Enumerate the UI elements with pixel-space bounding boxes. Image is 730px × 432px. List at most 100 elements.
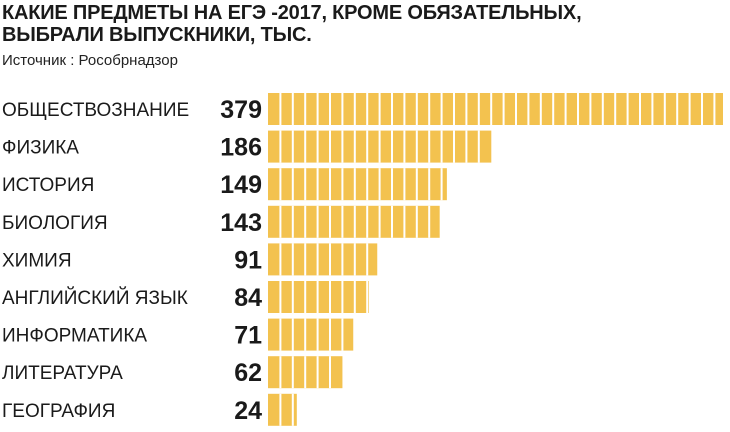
bar-segment-divider (341, 93, 344, 125)
data-label: 186 (220, 134, 262, 162)
bar-segment-divider (428, 130, 431, 163)
bar-segment-divider (713, 93, 716, 125)
category-label: ХИМИЯ (2, 250, 72, 271)
bar-segment-divider (477, 93, 480, 125)
bar-segment-divider (304, 168, 307, 201)
bar-segment-divider (465, 130, 468, 163)
bar-segment-divider (353, 168, 356, 201)
bar-segment-divider (291, 205, 294, 238)
bar-segment-divider (465, 93, 468, 125)
bar-segment-divider (415, 130, 418, 163)
chart-source: Источник : Рособрнадзор (2, 52, 178, 69)
bar-segment-divider (440, 168, 443, 201)
bar-segment-divider (564, 93, 567, 125)
category-label: ЛИТЕРАТУРА (2, 363, 123, 384)
bar-segment-divider (688, 93, 691, 125)
bar-segment-divider (304, 130, 307, 163)
chart-title: КАКИЕ ПРЕДМЕТЫ НА ЕГЭ -2017, КРОМЕ ОБЯЗА… (2, 2, 722, 46)
bar-segment-divider (353, 281, 356, 313)
bar-segment-divider (415, 168, 418, 201)
bar-segment-divider (291, 168, 294, 201)
bar-segment-divider (353, 130, 356, 163)
bar-segment-divider (415, 205, 418, 238)
bar-segment-divider (279, 205, 282, 238)
bar-segment-divider (316, 281, 319, 313)
bar-segment-divider (291, 281, 294, 313)
bar-segment-divider (515, 93, 517, 125)
bar-segment-divider (403, 93, 406, 125)
bar (268, 130, 492, 163)
bar-segment-divider (366, 130, 369, 163)
bar-segment-divider (329, 318, 331, 351)
chart-title-line-1: КАКИЕ ПРЕДМЕТЫ НА ЕГЭ -2017, КРОМЕ ОБЯЗА… (2, 2, 582, 24)
bar-segment-divider (291, 318, 294, 351)
bar-segment-divider (391, 93, 393, 125)
bar-segment-divider (577, 93, 579, 125)
bar-segment-divider (453, 130, 455, 163)
bar-segment-divider (701, 93, 703, 125)
bar-segment-divider (316, 205, 319, 238)
data-label: 84 (234, 284, 262, 312)
bar-fill (268, 243, 378, 276)
bar (268, 356, 343, 389)
bar-segment-divider (440, 93, 443, 125)
bar-segment-divider (428, 93, 431, 125)
bar-segment-divider (353, 205, 356, 238)
bar-segment-divider (304, 356, 307, 389)
bar-segment-divider (291, 243, 294, 276)
data-label: 91 (234, 246, 262, 274)
bar-segment-divider (403, 168, 406, 201)
bar-segment-divider (341, 205, 344, 238)
category-label: ИСТОРИЯ (2, 175, 94, 196)
data-label: 149 (220, 171, 262, 199)
bar-segment-divider (279, 393, 282, 426)
bar-segment-divider (304, 281, 307, 313)
category-label: БИОЛОГИЯ (2, 213, 108, 234)
bar-segment-divider (601, 93, 604, 125)
bar-segment-divider (291, 393, 294, 426)
bar-segment-divider (291, 356, 294, 389)
bar-fill (268, 93, 723, 125)
bar-segment-divider (304, 318, 307, 351)
bar (268, 168, 447, 201)
bar-segment-divider (316, 168, 319, 201)
bar-segment-divider (279, 130, 282, 163)
data-label: 62 (234, 359, 262, 387)
bar-segment-divider (415, 93, 418, 125)
bar (268, 281, 369, 313)
bar-segment-divider (366, 243, 369, 276)
bar-segment-divider (639, 93, 641, 125)
bar-segment-divider (329, 93, 331, 125)
bar-segment-divider (663, 93, 666, 125)
bar-segment-divider (366, 205, 369, 238)
bar (268, 243, 378, 276)
bar-segment-divider (378, 130, 381, 163)
category-label: ОБЩЕСТВОЗНАНИЕ (2, 100, 189, 121)
bar-segment-divider (477, 130, 480, 163)
bar-segment-divider (391, 130, 393, 163)
data-label: 24 (234, 397, 262, 425)
data-label: 143 (220, 209, 262, 237)
bar-segment-divider (329, 130, 331, 163)
bar-segment-divider (316, 130, 319, 163)
bar (268, 318, 354, 351)
bar-segment-divider (453, 93, 455, 125)
bar-segment-divider (539, 93, 542, 125)
bar-segment-divider (279, 318, 282, 351)
bar-segment-divider (378, 93, 381, 125)
data-label: 71 (234, 322, 262, 350)
bar-segment-divider (353, 243, 356, 276)
bar-segment-divider (527, 93, 530, 125)
chart-title-line-2: ВЫБРАЛИ ВЫПУСКНИКИ, ТЫС. (2, 24, 312, 46)
bar-segment-divider (279, 168, 282, 201)
bar-segment-divider (676, 93, 679, 125)
bar-segment-divider (291, 130, 294, 163)
bar-segment-divider (378, 168, 381, 201)
bar-segment-divider (341, 130, 344, 163)
bar-segment-divider (341, 243, 344, 276)
bar-segment-divider (589, 93, 592, 125)
bar-segment-divider (378, 205, 381, 238)
bar-segment-divider (316, 318, 319, 351)
bar-segment-divider (626, 93, 629, 125)
category-label: ФИЗИКА (2, 138, 79, 159)
